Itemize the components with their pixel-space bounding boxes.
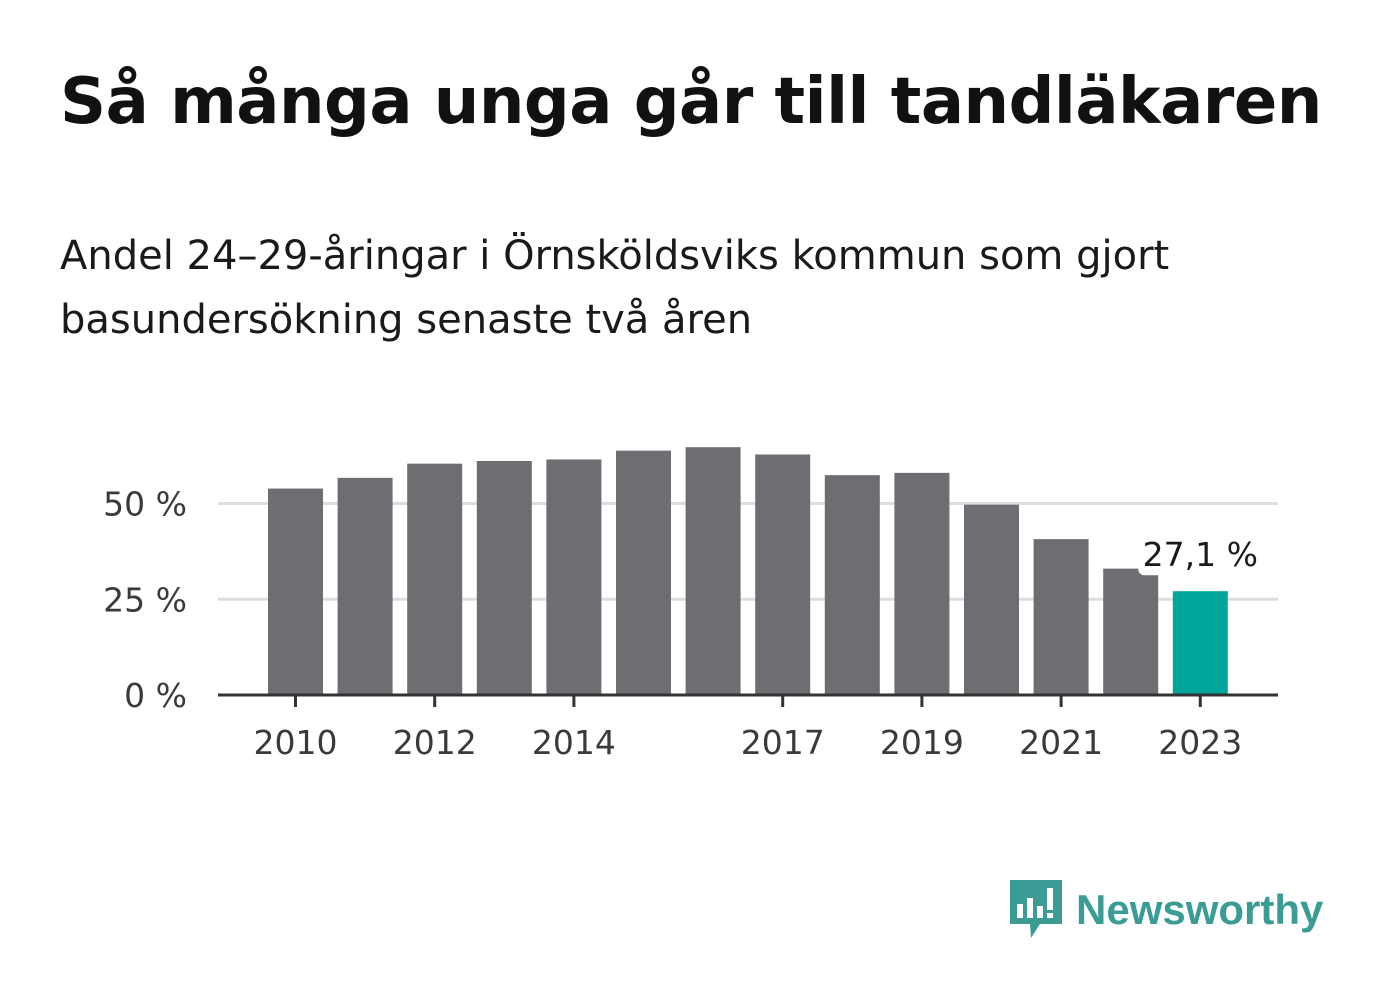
x-axis: [218, 693, 1278, 707]
y-tick-label-50: 50 %: [103, 485, 187, 524]
value-label-2023: 27,1 %: [1143, 535, 1258, 574]
bar-2013: [476, 460, 532, 695]
chart-subtitle: Andel 24–29-åringar i Örnsköldsviks komm…: [60, 233, 1170, 343]
bar-2015: [616, 450, 671, 695]
x-tick-label-2014: 2014: [532, 723, 616, 762]
y-tick-label-0: 0 %: [124, 676, 187, 715]
bar-2020: [964, 504, 1019, 695]
chart-title: Så många unga går till tandläkaren: [60, 65, 1322, 139]
bar-2012: [407, 463, 463, 695]
bar-2018: [824, 475, 880, 695]
bar-2021: [1033, 539, 1089, 695]
x-tick-label-2017: 2017: [741, 723, 825, 762]
newsworthy-logo: Newsworthy: [1010, 880, 1323, 940]
bar-2019: [894, 472, 950, 695]
bar-2010: [268, 488, 323, 695]
y-tick-label-25: 25 %: [103, 580, 187, 619]
x-tick-label-2010: 2010: [254, 723, 338, 762]
value-annotation: 27,1 %: [1138, 533, 1263, 576]
newsworthy-logo-icon: [1010, 880, 1062, 938]
x-tick-label-2019: 2019: [880, 723, 964, 762]
bars: [268, 447, 1228, 695]
bar-2011: [337, 477, 393, 695]
bar-2023: [1172, 591, 1228, 695]
value-label-background: [1138, 533, 1263, 576]
x-tick-label-2012: 2012: [393, 723, 477, 762]
x-tick-label-2021: 2021: [1019, 723, 1103, 762]
y-axis-labels: 0 % 25 % 50 %: [103, 485, 187, 716]
x-axis-labels: 2010 2012 2014 2017 2019 2021 2023: [254, 723, 1243, 762]
grid-lines: [218, 502, 1278, 601]
bar-2016: [685, 447, 741, 695]
bar-2017: [755, 454, 811, 695]
bar-2014: [546, 459, 602, 695]
brand-name: Newsworthy: [1076, 886, 1324, 933]
bar-2022: [1103, 568, 1159, 695]
x-tick-label-2023: 2023: [1158, 723, 1242, 762]
